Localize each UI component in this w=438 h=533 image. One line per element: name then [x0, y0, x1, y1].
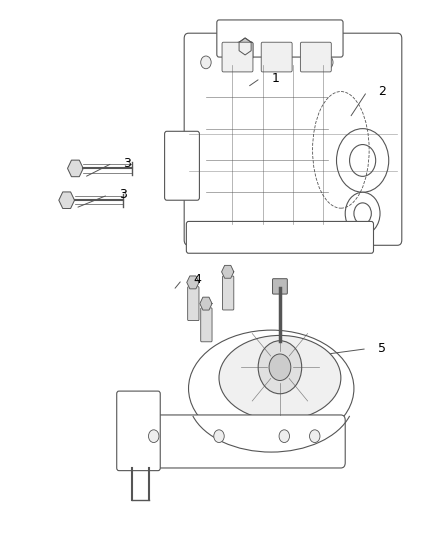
FancyBboxPatch shape [117, 391, 160, 471]
Circle shape [322, 56, 333, 69]
Text: 3: 3 [123, 157, 131, 169]
FancyBboxPatch shape [223, 276, 234, 310]
Ellipse shape [219, 335, 341, 420]
Circle shape [279, 430, 290, 442]
FancyBboxPatch shape [217, 20, 343, 57]
Circle shape [310, 430, 320, 442]
FancyBboxPatch shape [201, 308, 212, 342]
FancyBboxPatch shape [186, 221, 374, 253]
Polygon shape [200, 297, 212, 310]
FancyBboxPatch shape [187, 287, 199, 320]
Ellipse shape [188, 330, 354, 447]
FancyBboxPatch shape [272, 279, 287, 294]
Text: 2: 2 [378, 85, 386, 98]
Polygon shape [222, 265, 234, 278]
FancyBboxPatch shape [119, 415, 345, 468]
FancyBboxPatch shape [222, 42, 253, 72]
FancyBboxPatch shape [237, 42, 253, 59]
Circle shape [269, 354, 291, 381]
Circle shape [201, 56, 211, 69]
Circle shape [354, 203, 371, 224]
Circle shape [214, 430, 224, 442]
Circle shape [350, 144, 376, 176]
Circle shape [148, 430, 159, 442]
Text: 3: 3 [119, 189, 127, 201]
Text: 1: 1 [271, 72, 279, 85]
Text: 5: 5 [378, 342, 386, 355]
Polygon shape [187, 276, 199, 289]
Circle shape [258, 341, 302, 394]
FancyBboxPatch shape [261, 42, 292, 72]
Circle shape [279, 56, 290, 69]
Polygon shape [239, 38, 251, 55]
FancyBboxPatch shape [184, 33, 402, 245]
Polygon shape [59, 192, 74, 208]
FancyBboxPatch shape [165, 131, 199, 200]
FancyBboxPatch shape [300, 42, 331, 72]
Circle shape [345, 192, 380, 235]
Text: 4: 4 [193, 273, 201, 286]
Circle shape [336, 128, 389, 192]
Polygon shape [67, 160, 83, 176]
